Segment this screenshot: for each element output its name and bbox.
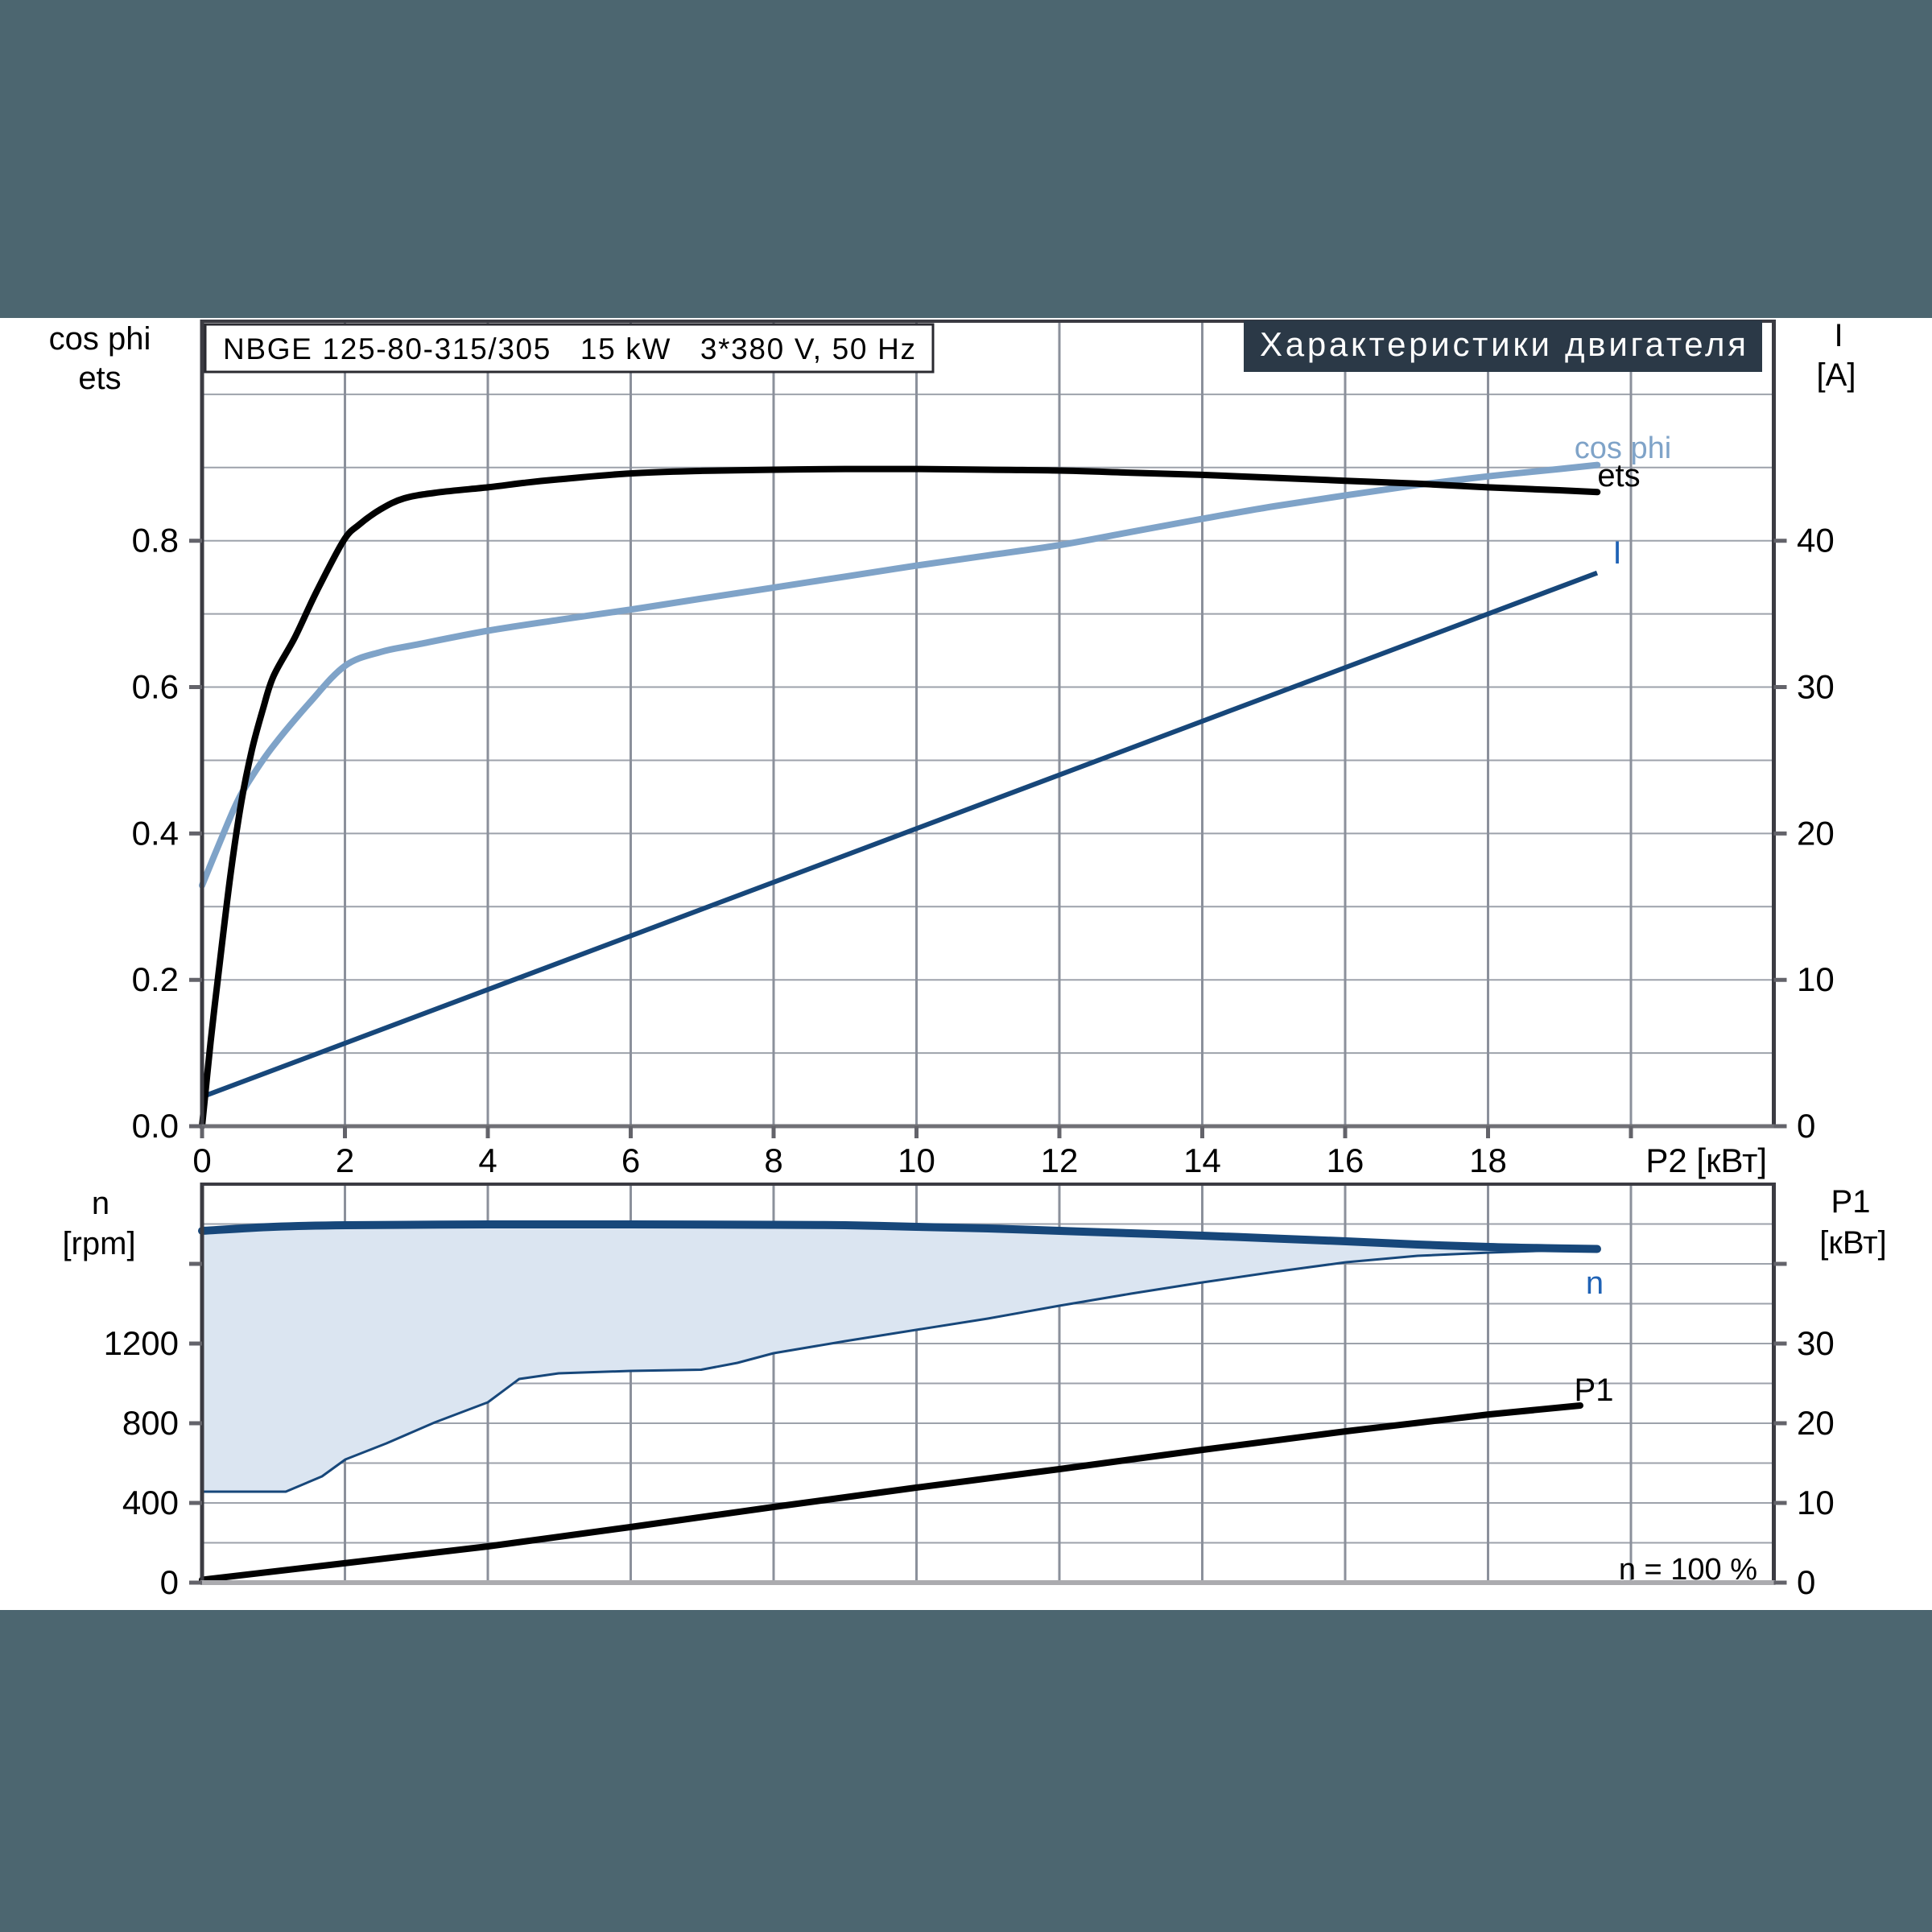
- svg-text:[rpm]: [rpm]: [62, 1226, 135, 1261]
- svg-text:10: 10: [1797, 960, 1835, 998]
- svg-text:Характеристики двигателя: Характеристики двигателя: [1260, 325, 1746, 363]
- svg-text:1200: 1200: [104, 1324, 179, 1362]
- svg-text:20: 20: [1797, 1404, 1835, 1442]
- svg-text:4: 4: [478, 1141, 497, 1179]
- svg-text:n: n: [1586, 1265, 1604, 1301]
- svg-text:n: n: [92, 1186, 109, 1221]
- svg-text:cos phi: cos phi: [1575, 431, 1671, 465]
- svg-text:12: 12: [1041, 1141, 1079, 1179]
- svg-text:0.2: 0.2: [132, 960, 179, 998]
- svg-text:8: 8: [764, 1141, 782, 1179]
- svg-text:30: 30: [1797, 1324, 1835, 1362]
- svg-text:10: 10: [898, 1141, 935, 1179]
- svg-text:400: 400: [122, 1484, 179, 1521]
- svg-text:14: 14: [1183, 1141, 1221, 1179]
- svg-text:P1: P1: [1831, 1184, 1871, 1220]
- svg-text:[A]: [A]: [1817, 357, 1856, 393]
- svg-text:0.8: 0.8: [132, 522, 179, 559]
- svg-text:10: 10: [1797, 1484, 1835, 1521]
- svg-text:0.6: 0.6: [132, 668, 179, 706]
- svg-text:0: 0: [160, 1563, 179, 1601]
- svg-text:16: 16: [1327, 1141, 1364, 1179]
- svg-text:40: 40: [1797, 522, 1835, 559]
- svg-text:n = 100 %: n = 100 %: [1619, 1553, 1757, 1587]
- svg-text:I: I: [1834, 318, 1843, 353]
- svg-text:I: I: [1612, 535, 1621, 571]
- svg-text:NBGE 125-80-315/305 15 kW: NBGE 125-80-315/305 15 kW 3*380 V, 50 Hz: [223, 332, 915, 365]
- svg-text:P2 [кВт]: P2 [кВт]: [1645, 1141, 1767, 1179]
- svg-text:P1: P1: [1575, 1373, 1614, 1408]
- svg-text:ets: ets: [78, 361, 121, 396]
- svg-text:800: 800: [122, 1404, 179, 1442]
- svg-text:6: 6: [621, 1141, 640, 1179]
- svg-text:ets: ets: [1597, 458, 1640, 493]
- svg-text:0.0: 0.0: [132, 1107, 179, 1145]
- svg-text:2: 2: [336, 1141, 354, 1179]
- svg-text:0: 0: [192, 1141, 211, 1179]
- svg-text:0: 0: [1797, 1107, 1815, 1145]
- svg-text:0: 0: [1797, 1563, 1815, 1601]
- svg-text:[кВт]: [кВт]: [1819, 1225, 1886, 1261]
- svg-text:20: 20: [1797, 814, 1835, 852]
- svg-text:cos phi: cos phi: [49, 321, 151, 357]
- svg-text:0.4: 0.4: [132, 814, 179, 852]
- svg-text:30: 30: [1797, 668, 1835, 706]
- svg-text:18: 18: [1469, 1141, 1507, 1179]
